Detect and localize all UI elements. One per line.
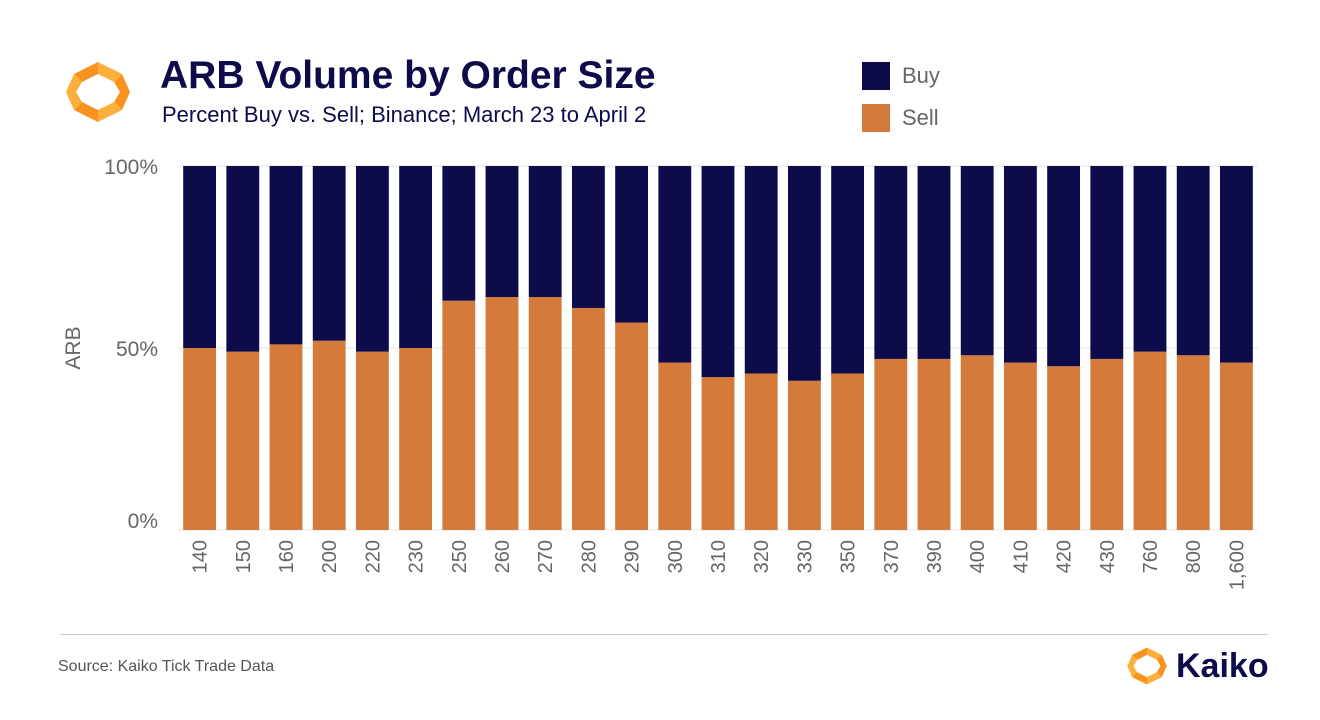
y-axis-label: ARB bbox=[62, 326, 85, 369]
bar-buy bbox=[269, 166, 303, 345]
bar-buy bbox=[831, 166, 865, 374]
bar-buy bbox=[701, 166, 735, 378]
bar-sell bbox=[571, 307, 605, 530]
y-tick-label: 50% bbox=[116, 338, 158, 361]
bar-buy bbox=[744, 166, 778, 374]
x-tick-label: 1,600 bbox=[1226, 540, 1248, 590]
bar-buy bbox=[615, 166, 649, 323]
x-tick-label: 150 bbox=[233, 540, 255, 573]
bar-buy bbox=[1176, 166, 1210, 356]
x-tick-label: 330 bbox=[794, 540, 816, 573]
bar-sell bbox=[1090, 358, 1124, 530]
x-tick-label: 400 bbox=[967, 540, 989, 573]
bar-buy bbox=[528, 166, 562, 298]
bar-buy bbox=[312, 166, 346, 341]
x-tick-label: 260 bbox=[492, 540, 514, 573]
x-tick-label: 430 bbox=[1097, 540, 1119, 573]
source-note: Source: Kaiko Tick Trade Data bbox=[58, 658, 275, 675]
bar-sell bbox=[1133, 351, 1167, 530]
bar-sell bbox=[485, 297, 519, 530]
kaiko-brand-icon bbox=[1127, 647, 1167, 685]
bar-sell bbox=[442, 300, 476, 530]
x-tick-label: 140 bbox=[190, 540, 212, 573]
bar-sell bbox=[1219, 362, 1253, 530]
bar-buy bbox=[1047, 166, 1081, 367]
bar-buy bbox=[960, 166, 994, 356]
bar-sell bbox=[658, 362, 692, 530]
x-tick-label: 410 bbox=[1010, 540, 1032, 573]
chart-title: ARB Volume by Order Size bbox=[160, 54, 656, 97]
bar-buy bbox=[1219, 166, 1253, 363]
x-tick-label: 370 bbox=[881, 540, 903, 573]
bar-buy bbox=[442, 166, 476, 301]
y-tick-label: 0% bbox=[128, 510, 158, 533]
x-tick-label: 290 bbox=[622, 540, 644, 573]
x-tick-label: 320 bbox=[751, 540, 773, 573]
bar-buy bbox=[399, 166, 433, 348]
bar-buy bbox=[226, 166, 260, 352]
x-tick-label: 800 bbox=[1183, 540, 1205, 573]
bar-sell bbox=[399, 348, 433, 530]
x-tick-label: 230 bbox=[406, 540, 428, 573]
bar-sell bbox=[874, 358, 908, 530]
brand-name: Kaiko bbox=[1176, 647, 1269, 685]
bar-sell bbox=[1176, 355, 1210, 530]
legend-item-sell: Sell bbox=[862, 104, 1062, 132]
brand-logo: Kaiko bbox=[1126, 644, 1276, 688]
bar-sell bbox=[787, 380, 821, 530]
bar-sell bbox=[355, 351, 389, 530]
x-tick-label: 420 bbox=[1054, 540, 1076, 573]
x-tick-label: 310 bbox=[708, 540, 730, 573]
y-tick-label: 100% bbox=[104, 156, 158, 179]
bar-sell bbox=[528, 297, 562, 530]
chart-plot: 0% 50% 100% ARB 140 150 160 200 220 230 250 260 270 2… bbox=[62, 156, 1258, 590]
bar-sell bbox=[312, 340, 346, 530]
bar-buy bbox=[355, 166, 389, 352]
bar-sell bbox=[744, 373, 778, 530]
bar-buy bbox=[658, 166, 692, 363]
legend-item-buy: Buy bbox=[862, 62, 1062, 90]
bar-buy bbox=[1003, 166, 1037, 363]
bar-buy bbox=[787, 166, 821, 381]
legend-label-buy: Buy bbox=[902, 63, 940, 88]
bar-sell bbox=[960, 355, 994, 530]
bar-buy bbox=[1090, 166, 1124, 359]
kaiko-logo-icon bbox=[66, 62, 130, 122]
bar-buy bbox=[485, 166, 519, 298]
x-tick-label: 760 bbox=[1140, 540, 1162, 573]
x-tick-label: 200 bbox=[319, 540, 341, 573]
legend-label-sell: Sell bbox=[902, 105, 939, 130]
bar-buy bbox=[1133, 166, 1167, 352]
x-tick-label: 350 bbox=[838, 540, 860, 573]
bar-sell bbox=[269, 344, 303, 530]
x-tick-label: 250 bbox=[449, 540, 471, 573]
bar-sell bbox=[1047, 366, 1081, 530]
x-tick-label: 220 bbox=[362, 540, 384, 573]
bar-sell bbox=[615, 322, 649, 530]
bar-buy bbox=[917, 166, 951, 359]
legend-swatch-buy bbox=[862, 62, 890, 90]
x-tick-label: 390 bbox=[924, 540, 946, 573]
bar-sell bbox=[226, 351, 260, 530]
chart-subtitle: Percent Buy vs. Sell; Binance; March 23 … bbox=[162, 102, 647, 127]
bar-buy bbox=[571, 166, 605, 308]
bar-sell bbox=[701, 377, 735, 530]
x-tick-label: 280 bbox=[578, 540, 600, 573]
legend-swatch-sell bbox=[862, 104, 890, 132]
x-tick-label: 300 bbox=[665, 540, 687, 573]
bar-buy bbox=[183, 166, 217, 348]
bar-sell bbox=[183, 348, 217, 530]
bar-sell bbox=[831, 373, 865, 530]
x-tick-label: 160 bbox=[276, 540, 298, 573]
bar-buy bbox=[874, 166, 908, 359]
bar-sell bbox=[1003, 362, 1037, 530]
bar-sell bbox=[917, 358, 951, 530]
x-tick-label: 270 bbox=[535, 540, 557, 573]
footer-divider bbox=[60, 634, 1268, 635]
